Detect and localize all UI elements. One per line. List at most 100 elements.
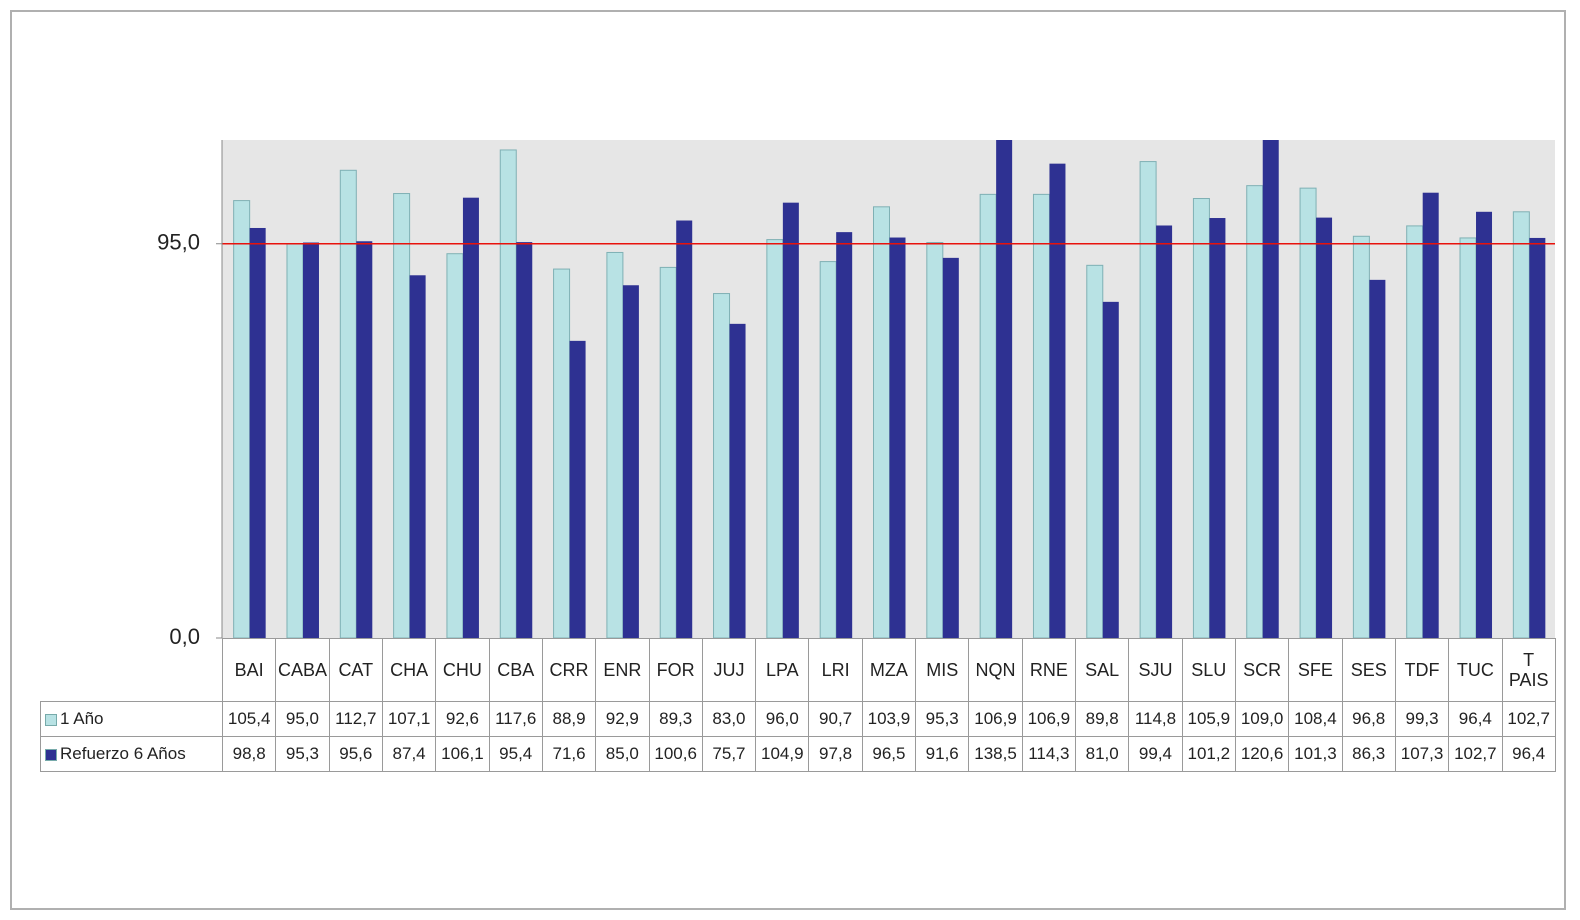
bar <box>1422 192 1439 638</box>
data-label: 96,4 <box>1501 736 1556 772</box>
chart-frame <box>10 10 1566 910</box>
bar <box>942 257 959 638</box>
bar <box>233 200 251 638</box>
data-label: 96,4 <box>1448 701 1503 737</box>
bar <box>356 241 373 638</box>
data-label: 107,1 <box>381 701 437 737</box>
bar <box>1246 185 1264 638</box>
x-tick-label: LPA <box>755 638 810 702</box>
x-tick-label: CAT <box>328 638 383 702</box>
bar <box>393 193 411 638</box>
bar <box>1156 225 1173 638</box>
x-tick-label: CRR <box>541 638 597 702</box>
bar <box>1476 211 1493 638</box>
bar <box>1102 301 1119 638</box>
data-label: 75,7 <box>701 736 757 772</box>
legend-entry: 1 Año <box>40 701 223 737</box>
x-tick-label: BAI <box>221 638 277 702</box>
data-label: 106,9 <box>1021 701 1077 737</box>
x-tick-label: SJU <box>1128 638 1183 702</box>
x-tick-label: CABA <box>275 638 330 702</box>
x-tick-label: TDF <box>1394 638 1450 702</box>
data-label: 71,6 <box>541 736 597 772</box>
x-tick-label: MIS <box>915 638 970 702</box>
data-label: 95,6 <box>328 736 383 772</box>
bar <box>462 197 479 638</box>
data-label: 106,1 <box>435 736 490 772</box>
bar <box>409 275 426 638</box>
bar <box>553 268 571 638</box>
data-label: 81,0 <box>1074 736 1130 772</box>
data-label: 91,6 <box>915 736 970 772</box>
x-tick-label: MZA <box>861 638 917 702</box>
table: BAI CABA CAT CHA CHU CBA CRR ENR FOR JUJ LPA LRI MZA… <box>40 638 1556 772</box>
bar <box>1209 218 1226 638</box>
x-tick-label: SFE <box>1288 638 1343 702</box>
data-label: 107,3 <box>1394 736 1450 772</box>
corner-cell <box>40 638 223 702</box>
bar <box>302 242 319 638</box>
x-tick-label: CHA <box>381 638 437 702</box>
x-tick-label: JUJ <box>701 638 757 702</box>
x-tick-label: SES <box>1341 638 1396 702</box>
data-label: 96,5 <box>861 736 917 772</box>
bar <box>1459 237 1477 638</box>
data-label: 89,8 <box>1074 701 1130 737</box>
bar <box>676 220 693 638</box>
data-label: 96,8 <box>1341 701 1396 737</box>
bar <box>286 243 304 638</box>
legend-label: Refuerzo 6 Años <box>60 744 186 763</box>
bar <box>1352 235 1370 638</box>
bar <box>926 242 944 638</box>
bar <box>659 266 677 638</box>
bar <box>1049 163 1066 638</box>
legend-entry: Refuerzo 6 Años <box>40 736 223 772</box>
bar <box>766 239 784 638</box>
data-label: 95,4 <box>488 736 543 772</box>
bar <box>1369 279 1386 638</box>
data-label: 117,6 <box>488 701 543 737</box>
data-label: 101,2 <box>1181 736 1236 772</box>
series-row: Refuerzo 6 Años 98,8 95,3 95,6 87,4 106,1 95,4… <box>40 736 1556 772</box>
bar <box>1086 264 1104 638</box>
bar <box>569 340 586 638</box>
bar <box>249 227 266 638</box>
bar <box>606 251 624 638</box>
bar <box>979 193 997 638</box>
bar <box>1316 217 1333 638</box>
x-tick-label: NQN <box>968 638 1023 702</box>
data-label: 83,0 <box>701 701 757 737</box>
bar <box>622 285 639 638</box>
data-label: 96,0 <box>755 701 810 737</box>
bar <box>1192 198 1210 638</box>
data-label: 86,3 <box>1341 736 1396 772</box>
bar <box>996 140 1013 638</box>
x-tick-label: LRI <box>808 638 863 702</box>
data-label: 95,3 <box>275 736 330 772</box>
data-label: 114,3 <box>1021 736 1077 772</box>
data-label: 87,4 <box>381 736 437 772</box>
data-label: 102,7 <box>1501 701 1556 737</box>
data-label: 112,7 <box>328 701 383 737</box>
x-tick-label: FOR <box>648 638 703 702</box>
data-label: 102,7 <box>1448 736 1503 772</box>
data-label: 92,6 <box>435 701 490 737</box>
data-label: 89,3 <box>648 701 703 737</box>
data-label: 108,4 <box>1288 701 1343 737</box>
data-label: 105,9 <box>1181 701 1236 737</box>
data-label: 95,0 <box>275 701 330 737</box>
data-label: 101,3 <box>1288 736 1343 772</box>
data-label: 95,3 <box>915 701 970 737</box>
x-tick-label: SCR <box>1234 638 1290 702</box>
legend-key <box>45 713 57 726</box>
data-label: 120,6 <box>1234 736 1290 772</box>
bar <box>873 206 890 638</box>
x-tick-label: RNE <box>1021 638 1077 702</box>
x-tick-label: SLU <box>1181 638 1236 702</box>
series-row: 1 Año 105,4 95,0 112,7 107,1 92,6 117,6 88,9 92,… <box>40 701 1556 737</box>
data-label: 105,4 <box>221 701 277 737</box>
data-table: BAI CABA CAT CHA CHU CBA CRR ENR FOR JUJ LPA LRI MZA… <box>40 638 1556 772</box>
data-label: 109,0 <box>1234 701 1290 737</box>
